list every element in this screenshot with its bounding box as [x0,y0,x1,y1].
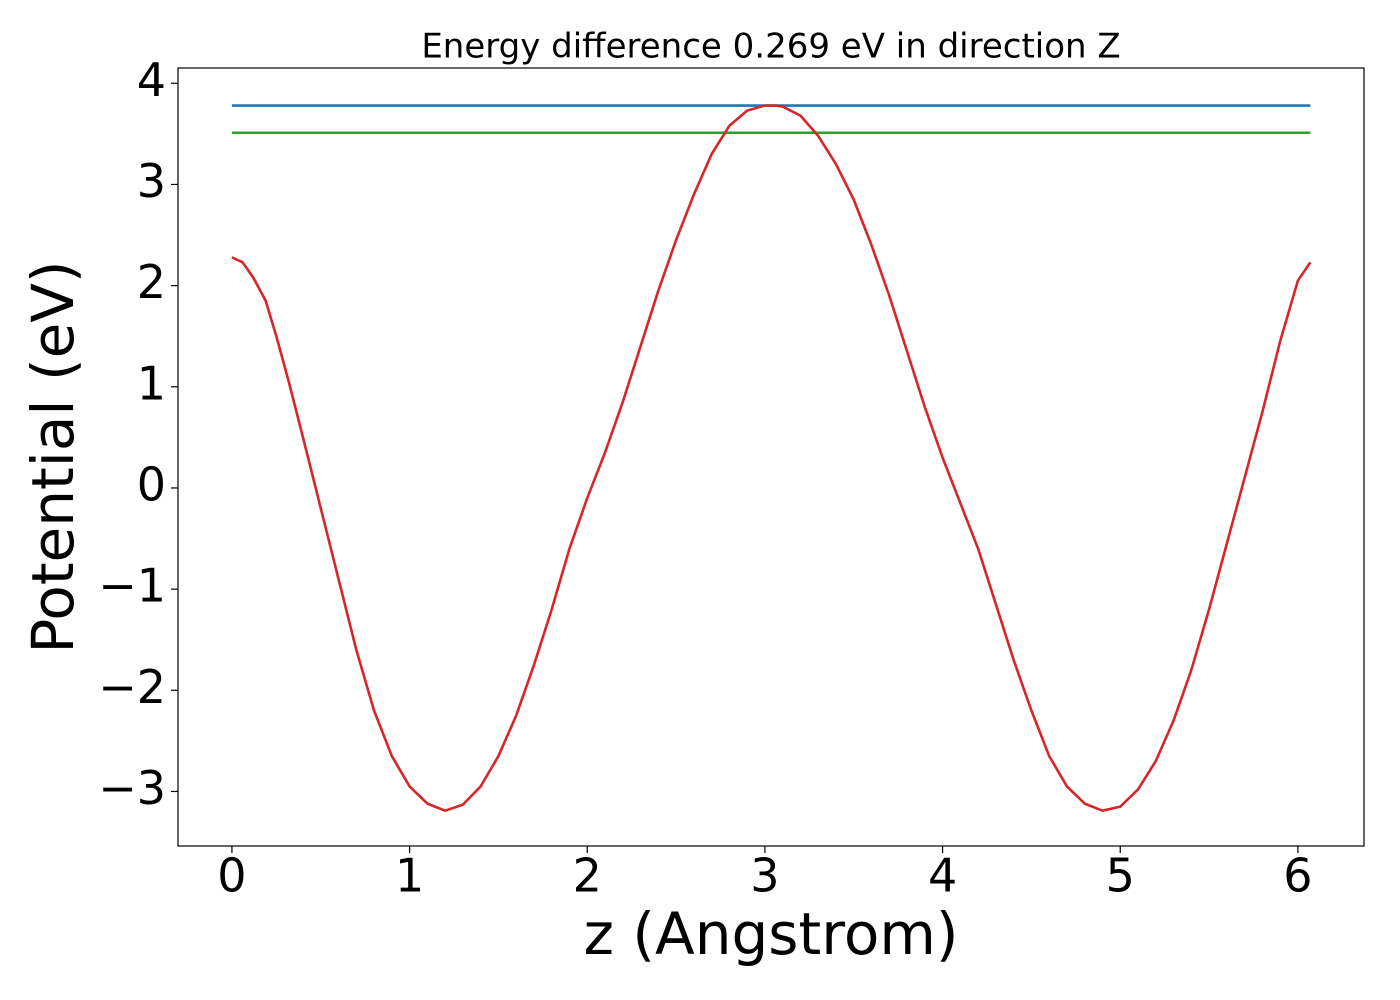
plot-frame [177,67,1365,847]
y-tick-label: −3 [98,761,166,815]
y-tick-label: 2 [137,255,166,309]
y-tick-label: 4 [137,53,166,107]
y-tick-label: −1 [98,559,166,613]
x-tick-label: 5 [1106,849,1135,903]
x-tick-label: 4 [928,849,957,903]
y-tick-label: −2 [98,660,166,714]
x-tick-label: 1 [395,849,424,903]
x-tick-label: 3 [750,849,779,903]
y-tick-label: 1 [137,356,166,410]
x-tick-label: 0 [217,849,246,903]
y-tick-label: 0 [137,457,166,511]
x-tick-label: 2 [573,849,602,903]
y-axis-label: Potential (eV) [19,260,87,653]
x-axis-label: z (Angstrom) [584,900,959,968]
x-tick-label: 6 [1283,849,1312,903]
series-line [231,104,1312,812]
chart-title: Energy difference 0.269 eV in direction … [421,27,1120,67]
y-tick-label: 3 [137,154,166,208]
